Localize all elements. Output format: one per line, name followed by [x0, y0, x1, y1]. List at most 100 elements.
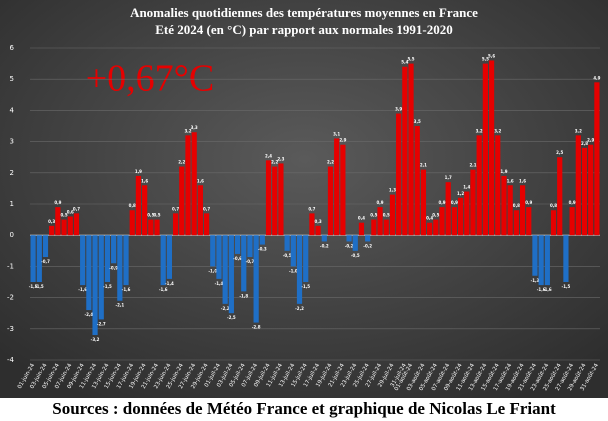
value-label: -0,2 — [345, 243, 354, 248]
value-label: 2,8 — [581, 141, 588, 146]
bar — [129, 210, 135, 236]
value-label: 0,5 — [147, 213, 154, 218]
bar — [377, 207, 383, 236]
bar — [464, 191, 470, 236]
value-label: 1,6 — [197, 178, 204, 183]
value-label: 0,5 — [370, 213, 377, 218]
bar — [538, 235, 544, 286]
value-label: 0,8 — [513, 203, 520, 208]
value-label: 3,2 — [476, 128, 483, 133]
bar — [104, 235, 111, 282]
value-label: 0,9 — [569, 200, 576, 205]
value-label: 1,9 — [135, 169, 142, 174]
bar — [142, 185, 148, 236]
bar — [482, 63, 488, 236]
value-label: 3,1 — [333, 131, 340, 136]
bar — [569, 207, 575, 236]
value-label: 1,6 — [519, 178, 526, 183]
value-label: 3,5 — [414, 119, 421, 124]
bar — [439, 207, 445, 236]
value-label: 1,6 — [141, 178, 148, 183]
bar — [135, 175, 142, 236]
bar — [154, 219, 160, 236]
bar — [321, 235, 327, 242]
bar — [588, 144, 594, 236]
bar — [315, 225, 321, 236]
bar — [86, 235, 92, 311]
value-label: 0,9 — [525, 200, 532, 205]
value-label: 1,2 — [457, 191, 464, 196]
value-label: -0,9 — [109, 265, 118, 270]
bar — [414, 126, 420, 236]
y-tick-label: 6 — [10, 44, 15, 52]
bar — [278, 163, 284, 236]
value-label: 0,7 — [172, 206, 179, 211]
chart-subtitle: Eté 2024 (en °C) par rapport aux normale… — [155, 22, 452, 37]
value-label: -0,7 — [246, 259, 255, 264]
source: Sources : données de Météo France et gra… — [52, 399, 556, 418]
bar — [210, 235, 216, 267]
value-label: 5,5 — [407, 57, 414, 62]
y-tick-label: -3 — [7, 325, 14, 333]
value-label: 2,3 — [277, 156, 284, 161]
bar — [488, 60, 495, 236]
bar — [358, 222, 365, 236]
bar — [519, 185, 526, 236]
bar — [594, 82, 600, 236]
bar — [457, 197, 464, 236]
value-label: 3,2 — [494, 128, 501, 133]
value-label: 1,4 — [463, 185, 470, 190]
value-label: 0,4 — [358, 216, 365, 221]
bar — [197, 185, 203, 236]
value-label: -1,5 — [35, 284, 44, 289]
bar — [92, 235, 98, 336]
value-label: -1,3 — [531, 278, 540, 283]
value-label: -1,6 — [543, 287, 552, 292]
value-label: -0,5 — [283, 253, 292, 258]
bar — [30, 235, 36, 282]
value-label: 2,9 — [587, 138, 594, 143]
bar — [365, 235, 371, 242]
bar — [265, 160, 272, 236]
bar — [296, 235, 303, 304]
value-label: -0,2 — [320, 243, 329, 248]
value-label: 5,4 — [401, 60, 408, 65]
bar — [191, 132, 197, 236]
bar — [402, 66, 408, 236]
value-label: -2,2 — [221, 306, 230, 311]
value-label: 0,7 — [73, 206, 80, 211]
bar — [259, 235, 265, 245]
value-label: 2,2 — [327, 160, 334, 165]
bar — [117, 235, 123, 301]
value-label: 2,1 — [469, 163, 476, 168]
bar — [495, 135, 501, 236]
value-label: 3,2 — [575, 128, 582, 133]
bar — [166, 235, 173, 279]
bar — [389, 194, 396, 236]
bar — [36, 235, 42, 282]
bar — [55, 207, 61, 236]
bar — [185, 135, 191, 236]
value-label: 2,2 — [178, 160, 185, 165]
value-label: 1,6 — [507, 178, 514, 183]
bar — [340, 144, 346, 236]
bar — [513, 210, 519, 236]
value-label: 5,6 — [488, 53, 495, 58]
value-label: -1,4 — [165, 281, 174, 286]
value-label: 1,9 — [500, 169, 507, 174]
bar — [42, 235, 49, 258]
value-label: -1,8 — [239, 293, 248, 298]
y-tick-label: 0 — [10, 231, 14, 239]
value-label: -2,7 — [97, 321, 106, 326]
bar — [563, 235, 569, 282]
value-label: 3,2 — [184, 128, 191, 133]
bar — [526, 207, 532, 236]
value-label: 0,4 — [426, 216, 433, 221]
value-label: 0,7 — [203, 206, 210, 211]
annotation: +0,67°C — [86, 58, 214, 100]
bar — [327, 166, 334, 236]
bar — [352, 235, 358, 251]
bar — [234, 235, 241, 254]
bar — [427, 222, 433, 236]
